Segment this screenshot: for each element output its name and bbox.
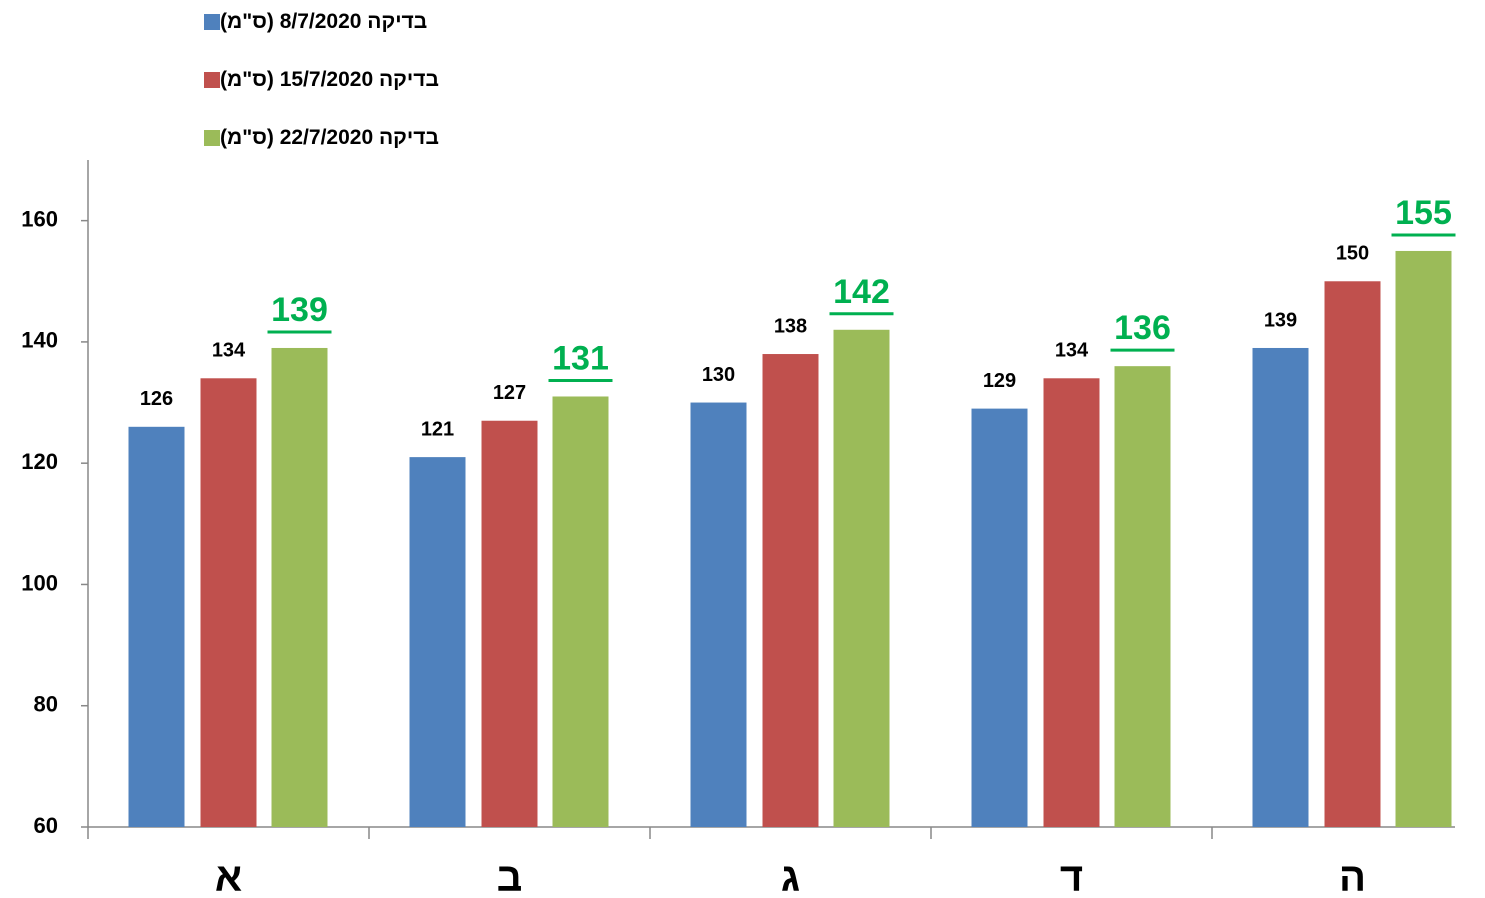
bar [1324, 281, 1381, 828]
bar [1114, 366, 1171, 827]
legend-label: בדיקה 22/7/2020 (ס"מ) [220, 126, 439, 149]
data-label: 138 [774, 315, 807, 337]
data-label: 130 [702, 364, 735, 386]
data-label: 126 [140, 388, 173, 410]
data-label: 150 [1336, 243, 1369, 265]
x-tick-label: ב [497, 856, 523, 898]
bar [762, 354, 819, 827]
data-label: 139 [271, 291, 328, 329]
x-tick-label: ג [781, 856, 800, 898]
data-label: 136 [1114, 309, 1171, 347]
data-label: 127 [493, 382, 526, 404]
legend-entry: בדיקה 15/7/2020 (ס"מ) [200, 68, 439, 92]
y-tick-label: 80 [34, 692, 58, 717]
legend-entry: בדיקה 8/7/2020 (ס"מ) [200, 10, 427, 34]
y-tick-label: 160 [21, 206, 58, 231]
legend-entry: בדיקה 22/7/2020 (ס"מ) [200, 126, 439, 150]
data-label: 134 [212, 340, 246, 362]
data-label: 142 [833, 273, 890, 311]
bar [1395, 250, 1452, 828]
bar [200, 378, 257, 827]
bar [1252, 347, 1309, 827]
data-label: 129 [983, 370, 1016, 392]
y-tick-label: 120 [21, 449, 58, 474]
bar [409, 457, 466, 827]
legend-swatch [204, 14, 220, 30]
y-tick-label: 140 [21, 328, 58, 353]
legend-label: בדיקה 15/7/2020 (ס"מ) [220, 68, 439, 91]
bar [1043, 378, 1100, 827]
x-tick-label: ד [1060, 856, 1083, 898]
bar [690, 402, 747, 827]
legend-swatch [204, 130, 220, 146]
y-tick-label: 100 [21, 570, 58, 595]
data-label: 121 [421, 418, 454, 440]
bar [128, 426, 185, 827]
bar [552, 396, 609, 827]
data-label: 155 [1395, 194, 1452, 232]
x-tick-label: ה [1339, 856, 1366, 898]
x-tick-label: א [215, 856, 242, 898]
legend-label: בדיקה 8/7/2020 (ס"מ) [220, 10, 428, 33]
data-label: 139 [1264, 309, 1297, 331]
legend-swatch [204, 72, 220, 88]
bar [481, 420, 538, 827]
y-tick-label: 60 [34, 813, 58, 838]
data-label: 134 [1055, 340, 1089, 362]
data-label: 131 [552, 339, 609, 377]
bar [271, 347, 328, 827]
bar [833, 329, 890, 827]
bar [971, 408, 1028, 827]
